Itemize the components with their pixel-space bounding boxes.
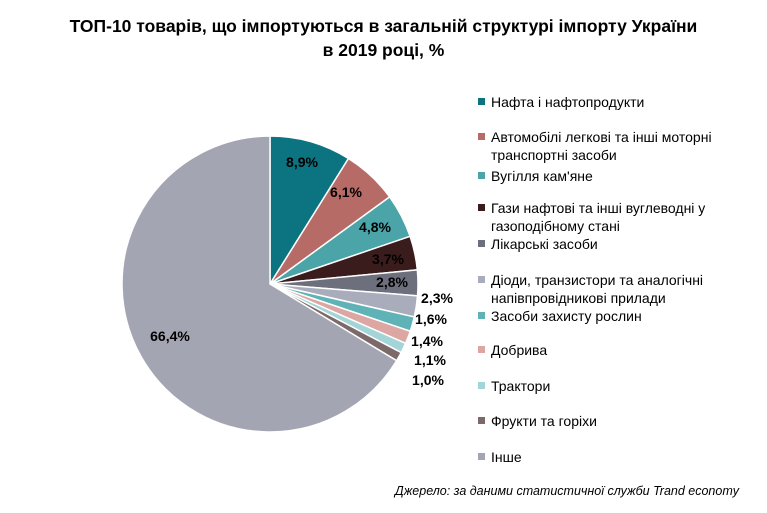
- legend-swatch: [478, 172, 485, 179]
- data-label: 3,7%: [372, 251, 404, 267]
- data-label: 2,8%: [376, 274, 408, 290]
- legend-swatch: [478, 133, 485, 140]
- legend-label: Трактори: [491, 378, 551, 394]
- legend-swatch: [478, 346, 485, 353]
- data-label: 1,0%: [412, 372, 444, 388]
- legend-swatch: [478, 312, 485, 319]
- legend-label: Фрукти та горіхи: [491, 413, 597, 429]
- data-label: 66,4%: [150, 328, 190, 344]
- legend-swatch: [478, 276, 485, 283]
- data-label: 1,1%: [414, 352, 446, 368]
- legend-swatch: [478, 417, 485, 424]
- data-label: 1,6%: [415, 311, 447, 327]
- pie-slice: [269, 135, 350, 287]
- chart-title-line1: ТОП-10 товарів, що імпортуються в загаль…: [69, 16, 698, 36]
- legend-label: Автомобілі легкові та інші моторні транс…: [491, 129, 712, 163]
- legend-label: Інше: [491, 449, 522, 465]
- legend-label: Вугілля кам'яне: [491, 168, 593, 184]
- data-label: 1,4%: [411, 333, 443, 349]
- data-label: 2,3%: [421, 290, 453, 306]
- legend-label: Гази нафтові та інші вуглеводні у газопо…: [491, 200, 706, 234]
- legend-swatch: [478, 382, 485, 389]
- data-label: 6,1%: [330, 184, 362, 200]
- data-label: 4,8%: [359, 219, 391, 235]
- legend-swatch: [478, 453, 485, 460]
- legend-swatch: [478, 98, 485, 105]
- legend-swatch: [478, 204, 485, 211]
- chart-title-line2: в 2019 році, %: [322, 40, 445, 60]
- data-label: 8,9%: [286, 154, 318, 170]
- legend-swatch: [478, 240, 485, 247]
- legend-label: Засоби захисту рослин: [491, 308, 642, 324]
- legend-label: Діоди, транзистори та аналогічні напівпр…: [491, 272, 704, 306]
- legend-label: Нафта і нафтопродукти: [491, 94, 645, 110]
- chart-title: ТОП-10 товарів, що імпортуються в загаль…: [0, 14, 767, 62]
- legend-label: Лікарські засоби: [491, 236, 598, 252]
- source-note: Джерело: за даними статистичної служби T…: [394, 484, 739, 498]
- legend-label: Добрива: [491, 342, 548, 358]
- pie-slice: [121, 135, 398, 433]
